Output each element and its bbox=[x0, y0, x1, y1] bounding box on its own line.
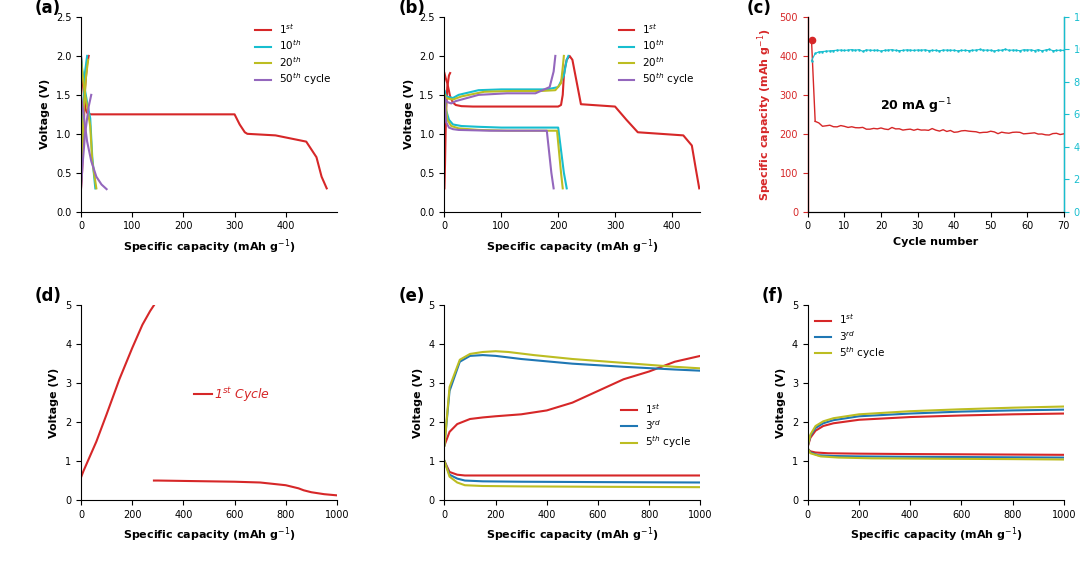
Text: (d): (d) bbox=[35, 288, 62, 305]
Point bbox=[802, 36, 820, 45]
Text: 1$^{st}$ Cycle: 1$^{st}$ Cycle bbox=[214, 385, 270, 404]
X-axis label: Specific capacity (mAh g$^{-1}$): Specific capacity (mAh g$^{-1}$) bbox=[123, 237, 295, 255]
Y-axis label: Voltage (V): Voltage (V) bbox=[413, 367, 423, 438]
Text: 20 mA g$^{-1}$: 20 mA g$^{-1}$ bbox=[879, 97, 951, 116]
X-axis label: Specific capacity (mAh g$^{-1}$): Specific capacity (mAh g$^{-1}$) bbox=[486, 525, 659, 544]
Legend: 1$^{st}$, 10$^{th}$, 20$^{th}$, 50$^{th}$ cycle: 1$^{st}$, 10$^{th}$, 20$^{th}$, 50$^{th}… bbox=[619, 22, 696, 87]
X-axis label: Specific capacity (mAh g$^{-1}$): Specific capacity (mAh g$^{-1}$) bbox=[486, 237, 659, 255]
Y-axis label: Voltage (V): Voltage (V) bbox=[404, 79, 414, 150]
Legend: 1$^{st}$, 3$^{rd}$, 5$^{th}$ cycle: 1$^{st}$, 3$^{rd}$, 5$^{th}$ cycle bbox=[813, 310, 888, 363]
Legend: 1$^{st}$, 3$^{rd}$, 5$^{th}$ cycle: 1$^{st}$, 3$^{rd}$, 5$^{th}$ cycle bbox=[617, 398, 696, 454]
X-axis label: Cycle number: Cycle number bbox=[893, 237, 978, 247]
Y-axis label: Voltage (V): Voltage (V) bbox=[40, 79, 51, 150]
Text: (f): (f) bbox=[761, 288, 784, 305]
X-axis label: Specific capacity (mAh g$^{-1}$): Specific capacity (mAh g$^{-1}$) bbox=[850, 525, 1022, 544]
Y-axis label: Voltage (V): Voltage (V) bbox=[777, 367, 786, 438]
Text: (b): (b) bbox=[399, 0, 426, 17]
X-axis label: Specific capacity (mAh g$^{-1}$): Specific capacity (mAh g$^{-1}$) bbox=[123, 525, 295, 544]
Legend: 1$^{st}$, 10$^{th}$, 20$^{th}$, 50$^{th}$ cycle: 1$^{st}$, 10$^{th}$, 20$^{th}$, 50$^{th}… bbox=[255, 22, 332, 87]
Y-axis label: Specific capacity (mAh g$^{-1}$): Specific capacity (mAh g$^{-1}$) bbox=[756, 28, 774, 201]
Text: (e): (e) bbox=[399, 288, 424, 305]
Text: (a): (a) bbox=[35, 0, 62, 17]
Text: (c): (c) bbox=[746, 0, 771, 17]
Y-axis label: Voltage (V): Voltage (V) bbox=[50, 367, 59, 438]
